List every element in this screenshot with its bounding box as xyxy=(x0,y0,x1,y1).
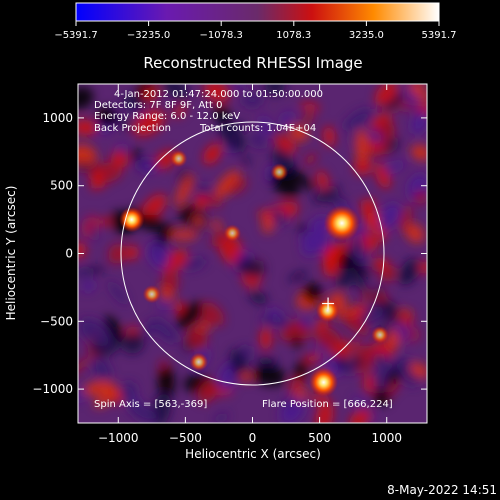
x-axis-label: Heliocentric X (arcsec) xyxy=(185,447,321,461)
heatmap-image xyxy=(78,84,427,423)
spin-axis-label: Spin Axis = [563,-369] xyxy=(94,399,207,410)
bright-source xyxy=(142,285,161,304)
annotation-time: 4-Jan-2012 01:47:24.000 to 01:50:00.000 xyxy=(114,89,323,100)
y-tick-label: 0 xyxy=(65,247,73,261)
x-tick-label: −500 xyxy=(169,431,202,445)
axis-ticks: −1000 −500 0 500 1000 −1000 −500 0 500 1000 xyxy=(32,84,427,445)
x-tick-label: 500 xyxy=(308,431,331,445)
bright-source xyxy=(189,352,209,372)
bright-source xyxy=(309,367,339,397)
bright-source xyxy=(223,224,242,242)
annotation-block: 4-Jan-2012 01:47:24.000 to 01:50:00.000 … xyxy=(94,89,323,134)
bright-source xyxy=(315,298,340,323)
colorbar-tick-label: 5391.7 xyxy=(422,30,457,41)
bright-source xyxy=(270,163,289,182)
y-tick-label: −1000 xyxy=(32,382,73,396)
bright-source xyxy=(371,325,389,344)
solar-disk-circle xyxy=(120,121,385,386)
annotation-energy: Energy Range: 6.0 - 12.0 keV xyxy=(94,111,240,122)
bright-source xyxy=(323,205,360,242)
annotation-counts: Total counts: 1.04E+04 xyxy=(199,123,316,134)
colorbar-tick-label: −5391.7 xyxy=(54,30,97,41)
colorbar-tick-label: 3235.0 xyxy=(349,30,384,41)
colorbar xyxy=(75,2,440,22)
y-tick-label: 500 xyxy=(50,179,73,193)
flare-position-label: Flare Position = [666,224] xyxy=(262,399,393,410)
bright-source xyxy=(170,149,188,168)
x-tick-label: 0 xyxy=(249,431,257,445)
colorbar-tick-label: −1078.3 xyxy=(200,30,243,41)
colorbar-tick-label: −3235.0 xyxy=(127,30,170,41)
y-tick-label: −500 xyxy=(40,314,73,328)
chart-title: Reconstructed RHESSI Image xyxy=(143,54,362,72)
y-axis-label: Heliocentric Y (arcsec) xyxy=(4,186,18,321)
x-tick-label: −1000 xyxy=(98,431,139,445)
annotation-method: Back Projection xyxy=(94,123,171,134)
bright-source xyxy=(119,206,145,233)
spin-axis-marker xyxy=(322,297,335,310)
colorbar-ticks: −5391.7 −3235.0 −1078.3 1078.3 3235.0 5391.7 xyxy=(54,21,457,41)
colorbar-tick-label: 1078.3 xyxy=(276,30,311,41)
annotation-detectors: Detectors: 7F 8F 9F, Att 0 xyxy=(94,100,222,111)
timestamp: 8-May-2022 14:51 xyxy=(387,483,497,497)
y-tick-label: 1000 xyxy=(42,111,73,125)
x-tick-label: 1000 xyxy=(371,431,402,445)
